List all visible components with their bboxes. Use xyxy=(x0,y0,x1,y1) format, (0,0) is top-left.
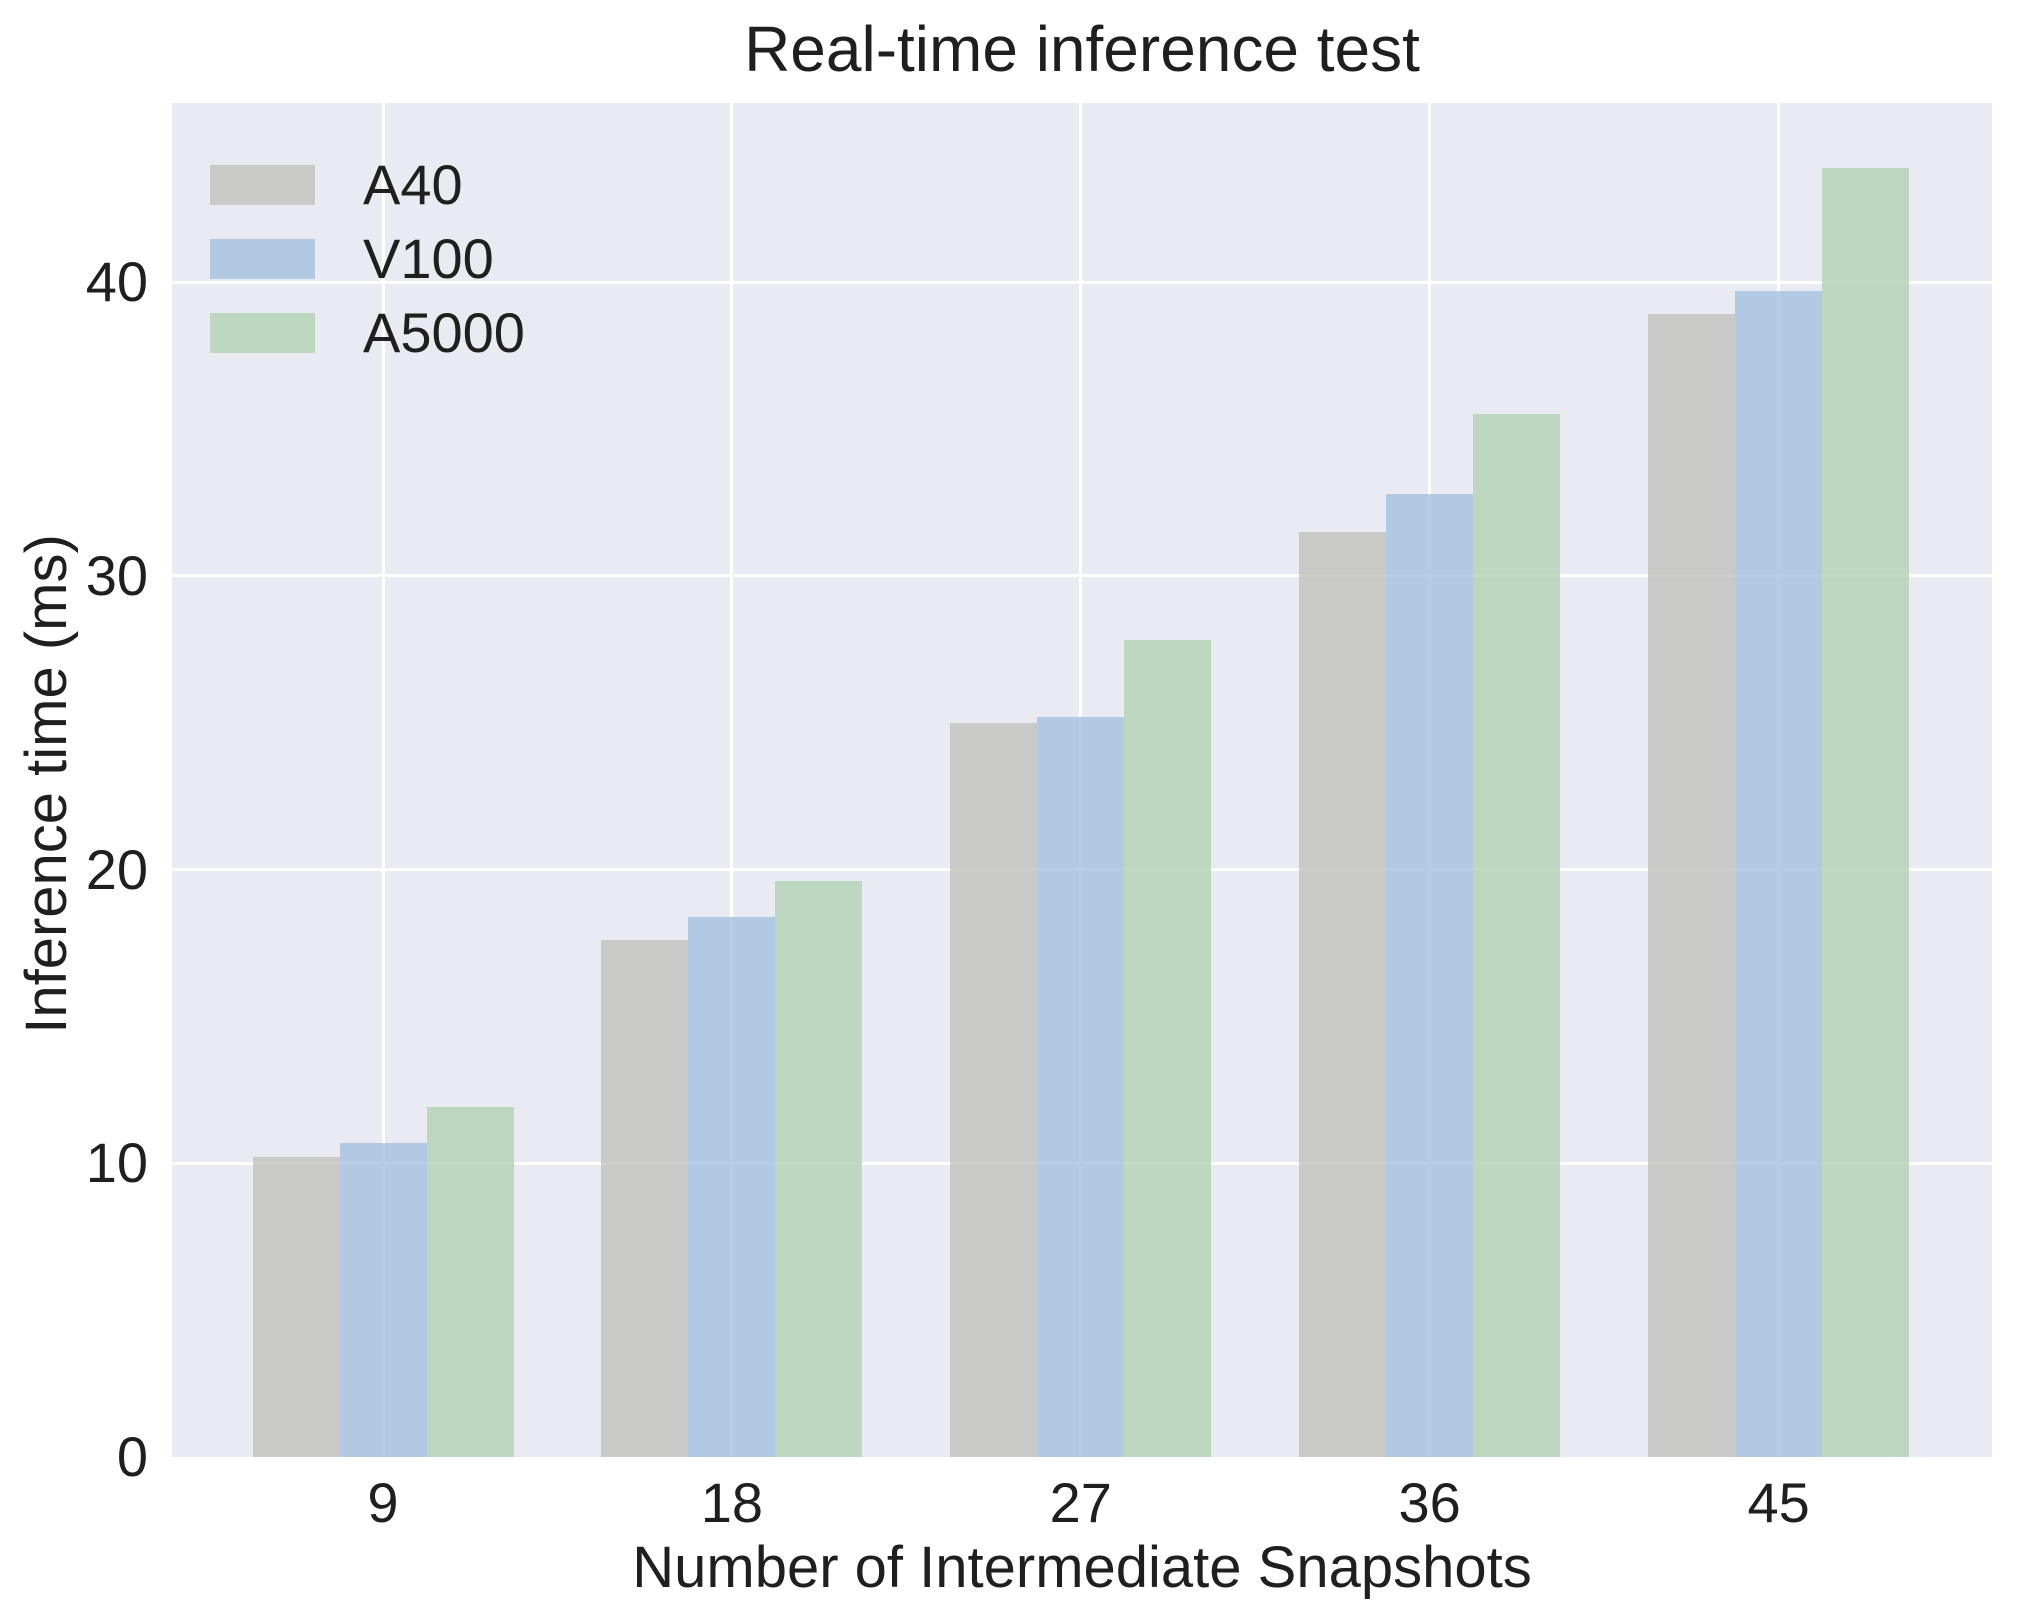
y-tick-label: 0 xyxy=(116,1425,148,1488)
y-tick-label: 30 xyxy=(85,543,148,607)
x-tick-label: 18 xyxy=(700,1471,764,1534)
bar-a40-36 xyxy=(1299,531,1387,1457)
x-tick-label: 9 xyxy=(367,1471,399,1534)
y-tick-label: 40 xyxy=(85,250,148,314)
chart-title: Real-time inference test xyxy=(744,13,1420,85)
bar-v100-27 xyxy=(1037,716,1125,1457)
bar-a40-18 xyxy=(601,940,689,1457)
vertical-gridline xyxy=(730,103,734,1457)
y-axis-label: Inference time (ms) xyxy=(14,534,79,1034)
bar-v100-36 xyxy=(1386,493,1474,1457)
x-tick-label: 36 xyxy=(1398,1471,1461,1534)
bar-a40-45 xyxy=(1648,314,1736,1457)
legend-swatch-a5000 xyxy=(210,313,315,353)
bar-a5000-36 xyxy=(1473,414,1561,1457)
bar-v100-9 xyxy=(339,1142,427,1457)
bar-a5000-18 xyxy=(775,881,863,1457)
x-tick-label: 27 xyxy=(1049,1471,1112,1534)
bar-a5000-27 xyxy=(1124,640,1212,1457)
legend: A40 V100 A5000 xyxy=(210,148,525,370)
legend-item-v100: V100 xyxy=(210,222,525,296)
vertical-gridline xyxy=(381,103,385,1457)
legend-swatch-v100 xyxy=(210,239,315,279)
y-tick-label: 10 xyxy=(85,1131,148,1195)
bar-a40-27 xyxy=(950,722,1038,1457)
x-tick-label: 45 xyxy=(1747,1471,1810,1534)
bar-a5000-9 xyxy=(426,1107,514,1457)
bar-v100-45 xyxy=(1735,290,1823,1457)
legend-item-a40: A40 xyxy=(210,148,525,222)
legend-label-v100: V100 xyxy=(363,227,494,290)
legend-label-a40: A40 xyxy=(363,153,463,216)
x-axis-label: Number of Intermediate Snapshots xyxy=(632,1535,1532,1600)
bar-v100-18 xyxy=(688,916,776,1457)
plot-area: A40 V100 A5000 xyxy=(172,103,1992,1457)
bar-a5000-45 xyxy=(1822,167,1910,1457)
bar-a40-9 xyxy=(252,1157,340,1457)
legend-item-a5000: A5000 xyxy=(210,296,525,370)
legend-label-a5000: A5000 xyxy=(363,301,525,364)
y-tick-label: 20 xyxy=(85,837,148,901)
legend-swatch-a40 xyxy=(210,165,315,205)
